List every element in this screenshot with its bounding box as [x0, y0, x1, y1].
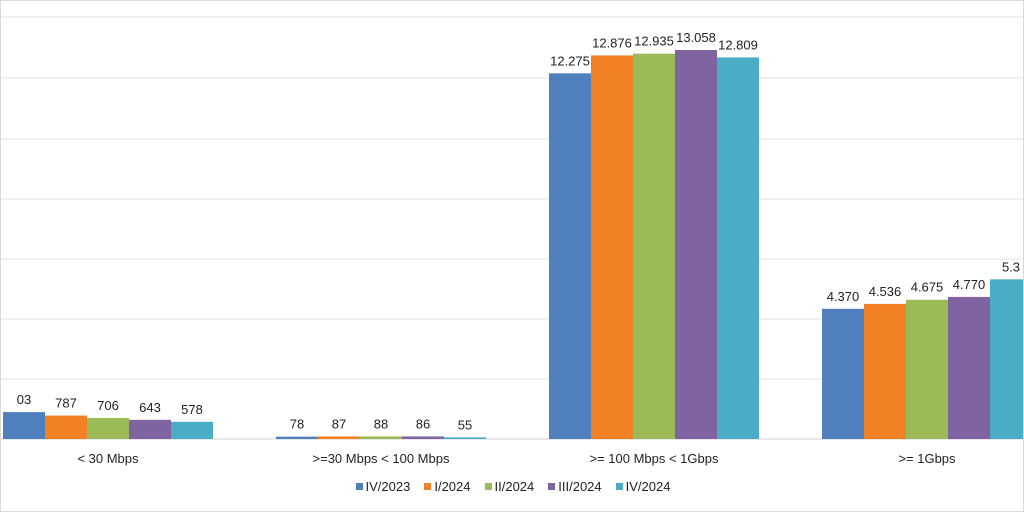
legend-item: II/2024	[484, 479, 535, 494]
category-label: >= 1Gbps	[898, 451, 956, 466]
data-label: 12.876	[592, 35, 632, 50]
bar	[864, 303, 906, 439]
data-label: 03	[17, 392, 31, 407]
data-label: 13.058	[676, 30, 716, 45]
data-label: 4.370	[827, 289, 860, 304]
bar	[129, 419, 171, 439]
data-label: 78	[290, 417, 304, 432]
bar	[822, 308, 864, 439]
legend-label: IV/2024	[625, 479, 671, 494]
bar	[591, 55, 633, 440]
data-label: 4.770	[953, 277, 986, 292]
data-label: 12.275	[550, 53, 590, 68]
data-label: 578	[181, 402, 203, 417]
data-label: 4.675	[911, 280, 944, 295]
legend-swatch	[548, 483, 556, 490]
category-label: >=30 Mbps < 100 Mbps	[313, 451, 450, 466]
bar	[87, 417, 129, 439]
data-label: 12.809	[718, 37, 758, 52]
bar	[549, 73, 591, 439]
legend-label: IV/2023	[365, 479, 411, 494]
bar	[444, 437, 486, 439]
legend-item: IV/2023	[355, 479, 411, 494]
category-label: >= 100 Mbps < 1Gbps	[589, 451, 719, 466]
bar	[360, 436, 402, 439]
data-label: 706	[97, 398, 119, 413]
data-label: 12.935	[634, 34, 674, 49]
bar	[990, 279, 1023, 439]
data-label: 55	[458, 417, 472, 432]
legend-item: IV/2024	[615, 479, 671, 494]
data-label: 643	[139, 400, 161, 415]
legend-swatch	[615, 483, 623, 490]
data-label: 787	[55, 396, 77, 411]
data-label: 86	[416, 416, 430, 431]
legend: IV/2023 I/2024 II/2024 III/2024 IV/2024	[1, 479, 1023, 494]
bar	[402, 436, 444, 439]
legend-swatch	[355, 483, 363, 490]
bar	[906, 299, 948, 439]
legend-label: III/2024	[558, 479, 602, 494]
legend-label: I/2024	[434, 479, 471, 494]
legend-label: II/2024	[494, 479, 535, 494]
bar	[171, 421, 213, 439]
bar	[675, 50, 717, 439]
legend-swatch	[424, 483, 432, 490]
bar	[3, 412, 45, 439]
data-label: 5.3	[1002, 259, 1020, 274]
data-label: 88	[374, 416, 388, 431]
data-label: 4.536	[869, 284, 902, 299]
bar	[318, 436, 360, 439]
category-label: < 30 Mbps	[77, 451, 139, 466]
legend-item: III/2024	[548, 479, 602, 494]
legend-swatch	[484, 483, 492, 490]
bar	[948, 296, 990, 439]
bar	[633, 53, 675, 440]
bar	[717, 57, 759, 439]
bar	[276, 436, 318, 439]
bar	[45, 415, 87, 439]
data-label: 87	[332, 416, 346, 431]
legend-item: I/2024	[424, 479, 471, 494]
